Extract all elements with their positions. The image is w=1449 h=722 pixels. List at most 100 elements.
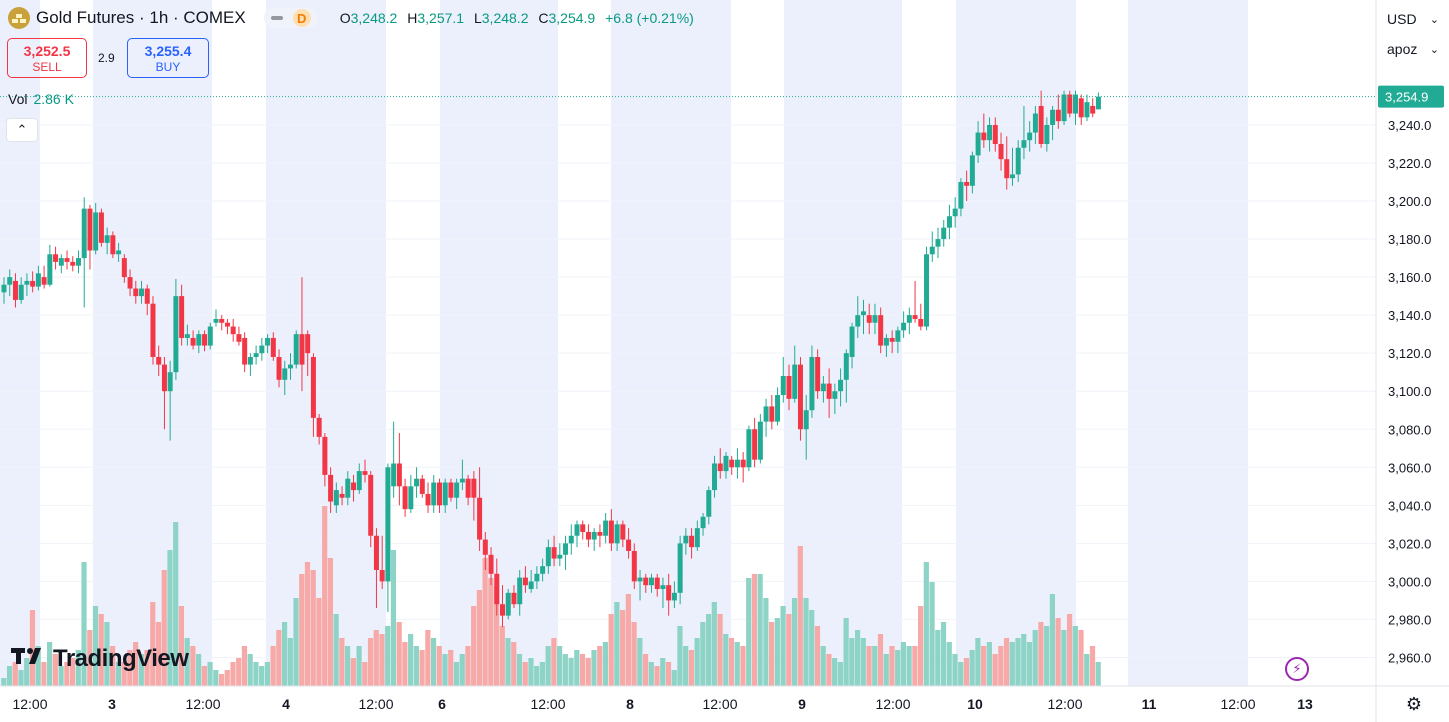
y-tick-label: 3,060.0 [1388, 460, 1431, 475]
candle-body [425, 493, 431, 506]
candle [1032, 105, 1038, 144]
candle-body [379, 569, 385, 582]
candle [809, 345, 815, 418]
candle-body [734, 459, 740, 468]
candle-body [826, 383, 832, 399]
volume-bar [167, 550, 173, 686]
volume-bar [264, 662, 270, 686]
candle [488, 547, 494, 586]
volume-bar [757, 574, 763, 686]
volume-bar [190, 646, 196, 686]
candle [981, 113, 987, 148]
candle-body [775, 395, 781, 422]
candle-body [219, 318, 225, 323]
candle [1004, 136, 1010, 190]
buy-button[interactable]: 3,255.4 BUY [127, 38, 209, 78]
candle [53, 246, 59, 270]
candle-body [310, 356, 316, 418]
volume-bar [41, 662, 47, 686]
volume-bar [854, 630, 861, 686]
volume-bar [940, 622, 947, 686]
candle-body [448, 482, 454, 498]
candle [459, 459, 465, 491]
unit-select[interactable]: apoz ⌄ [1381, 35, 1445, 63]
candle [316, 414, 322, 445]
candle [792, 345, 798, 403]
candle-body [431, 482, 437, 506]
candle [906, 307, 912, 335]
candle [534, 566, 540, 590]
candle [1027, 121, 1033, 152]
lightning-icon[interactable]: ⚡ [1285, 657, 1309, 681]
candle [339, 486, 345, 506]
tradingview-logo[interactable]: TradingView [11, 645, 189, 673]
volume-bar [110, 646, 116, 686]
sell-button[interactable]: 3,252.5 SELL [7, 38, 87, 78]
volume-bar [918, 606, 924, 686]
candle-body [98, 212, 104, 243]
candle [929, 231, 935, 262]
settings-gear-icon[interactable]: ⚙ [1405, 693, 1423, 714]
candle-body [93, 212, 99, 251]
volume-bar [946, 642, 952, 686]
candle [270, 332, 276, 361]
market-status-pill[interactable]: D [263, 8, 318, 28]
candle-body [53, 254, 59, 262]
candle-body [436, 482, 442, 506]
collapse-legend-button[interactable]: ⌃ [6, 118, 38, 142]
volume-bar [895, 650, 901, 686]
volume-label: Vol [8, 91, 28, 107]
candle-body [1073, 94, 1079, 114]
y-tick-label: 3,040.0 [1388, 498, 1431, 513]
price-scale[interactable] [1376, 0, 1449, 722]
candle [643, 573, 649, 593]
volume-bar [700, 622, 706, 686]
time-scale[interactable] [0, 686, 1376, 722]
volume-bar [591, 650, 597, 686]
candle [121, 254, 127, 283]
volume-bar [87, 630, 93, 686]
candle-body [941, 227, 947, 240]
candle-body [792, 364, 798, 399]
candle [585, 524, 591, 548]
volume-bar [127, 650, 133, 686]
y-tick-label: 3,100.0 [1388, 384, 1431, 399]
volume-legend[interactable]: Vol 2.86 K [8, 91, 74, 107]
volume-bar [413, 646, 419, 686]
candle-body [969, 155, 975, 186]
candle-body [901, 322, 907, 331]
volume-bar [975, 638, 981, 686]
candle-body [557, 554, 563, 559]
volume-bar [396, 622, 402, 686]
candle [448, 478, 454, 502]
volume-bar [161, 570, 167, 686]
candle-body [729, 459, 735, 468]
volume-bar [419, 650, 425, 686]
candle [935, 227, 941, 259]
ohlc-low-key: L [473, 10, 482, 26]
volume-bar [293, 598, 299, 686]
volume-bar [281, 622, 288, 686]
candle-body [803, 410, 809, 430]
candle [425, 482, 431, 513]
candle-body [144, 288, 150, 304]
candle-body [121, 258, 127, 278]
candle-body [998, 143, 1004, 160]
candle-body [608, 520, 614, 544]
candle-body [1027, 132, 1033, 141]
candle-body [574, 524, 580, 536]
candle-body [717, 463, 723, 472]
candle-body [230, 326, 236, 335]
candle-body [1021, 140, 1027, 148]
symbol-title[interactable]: Gold Futures · 1h · COMEX [36, 8, 246, 27]
candle-body [786, 376, 792, 399]
candle-body [872, 315, 878, 323]
volume-bar [809, 610, 815, 686]
currency-select[interactable]: USD ⌄ [1381, 5, 1445, 33]
y-tick-label: 3,120.0 [1388, 346, 1431, 361]
volume-bar [1066, 614, 1073, 686]
volume-bar [900, 642, 907, 686]
volume-bar [877, 634, 884, 686]
candle-body [648, 577, 654, 586]
